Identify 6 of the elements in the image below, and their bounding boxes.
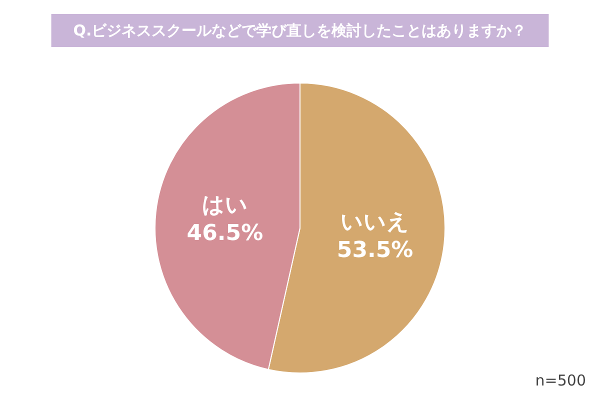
chart-title: Q.ビジネススクールなどで学び直しを検討したことはありますか？ bbox=[73, 22, 527, 40]
data-label: 46.5% bbox=[186, 221, 264, 246]
text: n=500 bbox=[535, 372, 586, 390]
slice-label: はい bbox=[202, 193, 248, 218]
data-label: 53.5% bbox=[336, 238, 414, 263]
slice-label: いいえ bbox=[340, 210, 410, 235]
